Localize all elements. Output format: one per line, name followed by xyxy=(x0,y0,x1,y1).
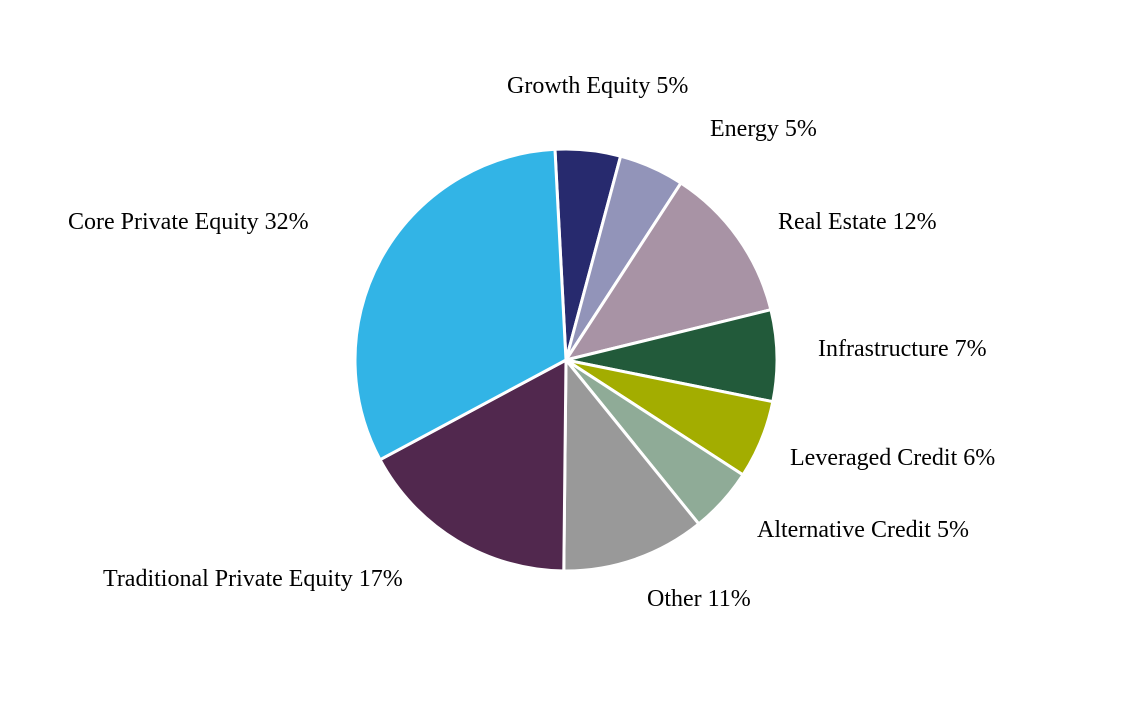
slice-category: Infrastructure xyxy=(818,336,949,362)
slice-value: 32% xyxy=(265,209,309,235)
slice-category: Other xyxy=(647,586,702,612)
slice-label: Alternative Credit 5% xyxy=(757,517,969,543)
slice-category: Core Private Equity xyxy=(68,209,259,235)
pie-slice xyxy=(378,358,568,573)
slice-value: 5% xyxy=(656,73,688,99)
slice-label: Other 11% xyxy=(647,586,751,612)
slice-value: 11% xyxy=(708,586,751,612)
slice-category: Leveraged Credit xyxy=(790,445,958,471)
slice-category: Real Estate xyxy=(778,209,887,235)
slice-label: Real Estate 12% xyxy=(778,209,937,235)
pie-slice xyxy=(564,181,773,362)
slice-label: Energy 5% xyxy=(710,116,817,142)
slice-value: 17% xyxy=(359,566,403,592)
pie-slice xyxy=(353,147,568,462)
slice-label: Core Private Equity 32% xyxy=(68,209,309,235)
pie-slice xyxy=(562,358,701,573)
slice-value: 12% xyxy=(893,209,937,235)
slice-label: Leveraged Credit 6% xyxy=(790,445,995,471)
slice-value: 7% xyxy=(955,336,987,362)
slice-value: 5% xyxy=(785,116,817,142)
slice-label: Infrastructure 7% xyxy=(818,336,987,362)
slice-category: Energy xyxy=(710,116,779,142)
slice-label: Growth Equity 5% xyxy=(507,73,688,99)
slice-label: Traditional Private Equity 17% xyxy=(103,566,403,592)
slice-category: Traditional Private Equity xyxy=(103,566,353,592)
slice-category: Alternative Credit xyxy=(757,517,931,543)
slice-value: 5% xyxy=(937,517,969,543)
slice-value: 6% xyxy=(963,445,995,471)
slice-category: Growth Equity xyxy=(507,73,650,99)
